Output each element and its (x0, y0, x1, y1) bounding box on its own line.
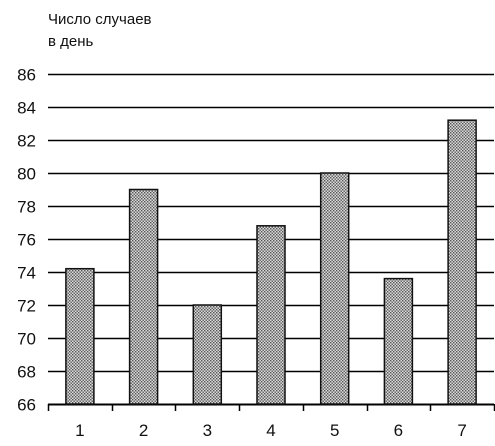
y-tick-label: 66 (17, 396, 36, 415)
y-tick-label: 76 (17, 231, 36, 250)
bar (319, 172, 350, 405)
y-tick-label: 86 (17, 66, 36, 85)
bar (192, 304, 223, 405)
x-tick-label: 2 (139, 421, 148, 440)
chart-title-line-1: Число случаев (48, 11, 152, 28)
bars (65, 119, 477, 405)
y-tick-label: 70 (17, 330, 36, 349)
y-tick-label: 78 (17, 198, 36, 217)
bar (128, 188, 159, 405)
y-tick-label: 82 (17, 132, 36, 151)
x-tick-label: 4 (266, 421, 275, 440)
y-tick-label: 84 (17, 99, 36, 118)
x-axis-ticks: 1 2 3 4 5 6 7 (47, 404, 495, 440)
x-tick-label: 1 (75, 421, 84, 440)
x-tick-label: 3 (203, 421, 212, 440)
y-tick-label: 74 (17, 264, 36, 283)
y-tick-label: 68 (17, 363, 36, 382)
y-tick-label: 72 (17, 297, 36, 316)
x-tick-label: 7 (457, 421, 466, 440)
bar (447, 119, 477, 405)
chart-title-line-2: в день (48, 33, 94, 50)
x-tick-label: 5 (330, 421, 339, 440)
y-axis-tick-labels: 66 68 70 72 74 76 78 80 82 84 86 (17, 66, 36, 415)
bar (256, 225, 286, 405)
bar (383, 277, 414, 405)
bar (65, 267, 95, 405)
y-tick-label: 80 (17, 165, 36, 184)
x-tick-label: 6 (394, 421, 403, 440)
